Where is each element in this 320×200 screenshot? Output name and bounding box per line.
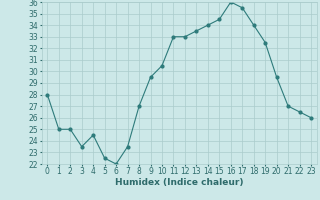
X-axis label: Humidex (Indice chaleur): Humidex (Indice chaleur) — [115, 178, 244, 187]
